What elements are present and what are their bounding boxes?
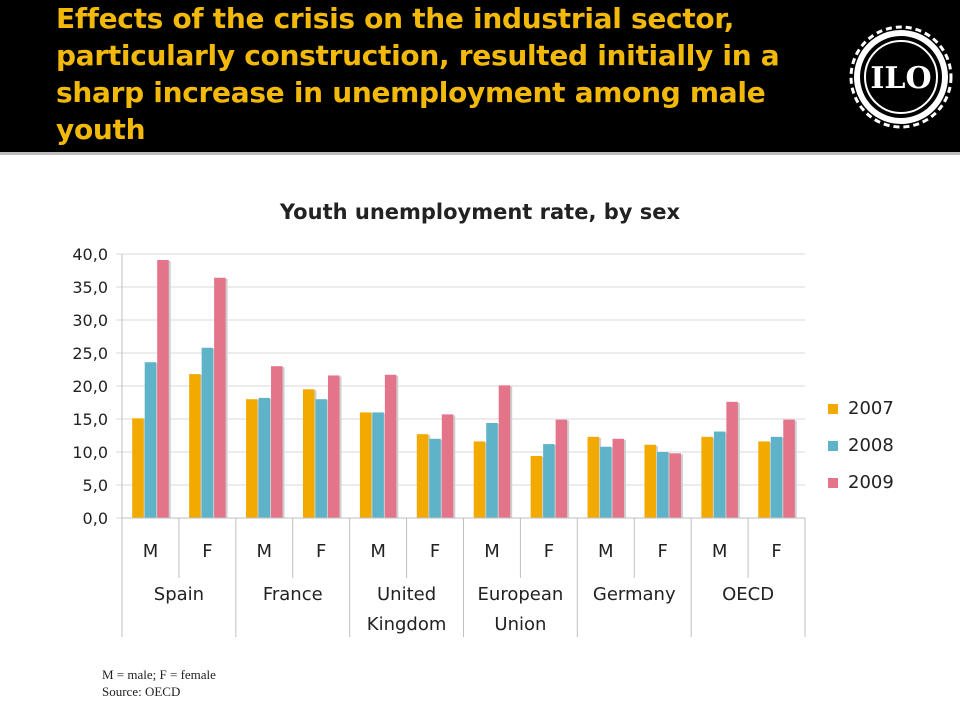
bar-2009-11 [783,419,795,518]
group-label: OECD [722,584,774,605]
bar-2007-9 [644,444,656,518]
legend-swatch-2008 [828,440,838,451]
y-tick-label: 25,0 [72,344,108,363]
legend-swatch-2007 [828,403,838,414]
bar-2009-5 [441,414,454,518]
y-tick-label: 0,0 [83,509,108,528]
bar-2009-6 [498,385,511,518]
y-tick-label: 35,0 [72,278,108,297]
group-label: European Union [478,584,564,635]
group-label: Germany [593,584,676,605]
y-tick-label: 10,0 [72,443,108,462]
legend-swatch-2009 [828,477,838,488]
footnote: M = male; F = female Source: OECD [102,666,216,700]
x-tick-label: M [143,541,159,562]
bar-2009-1 [214,277,226,518]
bar-2007-0 [132,418,144,518]
footnote-legend: M = male; F = female [102,667,216,682]
y-tick-label: 30,0 [72,311,108,330]
group-label: Spain [154,584,204,605]
group-label: France [263,584,323,605]
bar-2008-7 [543,444,555,518]
bar-2008-10 [713,431,726,518]
x-tick-label: F [771,541,781,562]
bar-2008-6 [486,422,498,518]
bar-2009-7 [555,419,568,518]
legend-label-2008: 2008 [848,435,894,456]
title-divider [0,152,960,155]
bar-2007-6 [473,441,486,518]
legend-item-2007: 2007 [828,390,894,427]
bar-2009-4 [384,374,397,518]
bar-2008-0 [144,362,157,518]
ilo-logo: ILO [849,25,953,129]
legend: 2007 2008 2009 [828,390,894,501]
bar-2009-9 [669,453,681,518]
bar-2007-5 [416,434,429,518]
bar-2009-3 [327,375,340,518]
bar-2007-1 [189,374,201,518]
bar-2009-0 [157,259,169,518]
x-tick-label: F [544,541,554,562]
bar-2009-10 [726,401,738,518]
footnote-source: Source: OECD [102,684,181,699]
group-label: United Kingdom [367,584,447,635]
x-tick-label: F [430,541,440,562]
x-tick-label: M [257,541,273,562]
bar-2008-3 [315,399,327,518]
bar-2009-8 [612,438,625,518]
logo-text: ILO [870,61,931,96]
x-tick-label: F [316,541,326,562]
bar-2009-2 [271,366,283,518]
legend-label-2009: 2009 [848,472,894,493]
y-tick-label: 5,0 [83,476,108,495]
y-tick-label: 15,0 [72,410,108,429]
bar-chart: 0,0 5,0 10,0 15,0 20,0 25,0 30,0 35,0 40,0 M F M F M F… [72,245,806,637]
bar-2007-3 [302,389,315,518]
y-tick-label: 20,0 [72,377,108,396]
title-band [0,0,960,152]
x-tick-label: M [598,541,614,562]
bar-2007-8 [587,436,600,518]
chart-title: Youth unemployment rate, by sex [279,200,681,224]
x-tick-label: M [370,541,386,562]
bar-2008-11 [770,436,783,518]
slide-title: Effects of the crisis on the industrial … [56,2,780,146]
legend-item-2009: 2009 [828,464,894,501]
legend-label-2007: 2007 [848,398,894,419]
bar-2008-4 [372,412,384,518]
bar-2007-7 [530,455,543,518]
bar-2007-10 [701,436,713,518]
x-tick-label: F [202,541,212,562]
x-tick-label: M [484,541,500,562]
bar-2007-4 [359,412,372,518]
y-tick-label: 40,0 [72,245,108,264]
bar-2008-2 [258,397,271,518]
bar-2008-8 [600,446,612,518]
x-tick-label: F [658,541,668,562]
bar-2008-1 [201,347,214,518]
bar-2007-11 [758,441,770,518]
bar-2008-5 [429,438,441,518]
bar-2008-9 [656,452,669,518]
legend-item-2008: 2008 [828,427,894,464]
bar-2007-2 [246,399,258,518]
x-tick-label: M [712,541,728,562]
